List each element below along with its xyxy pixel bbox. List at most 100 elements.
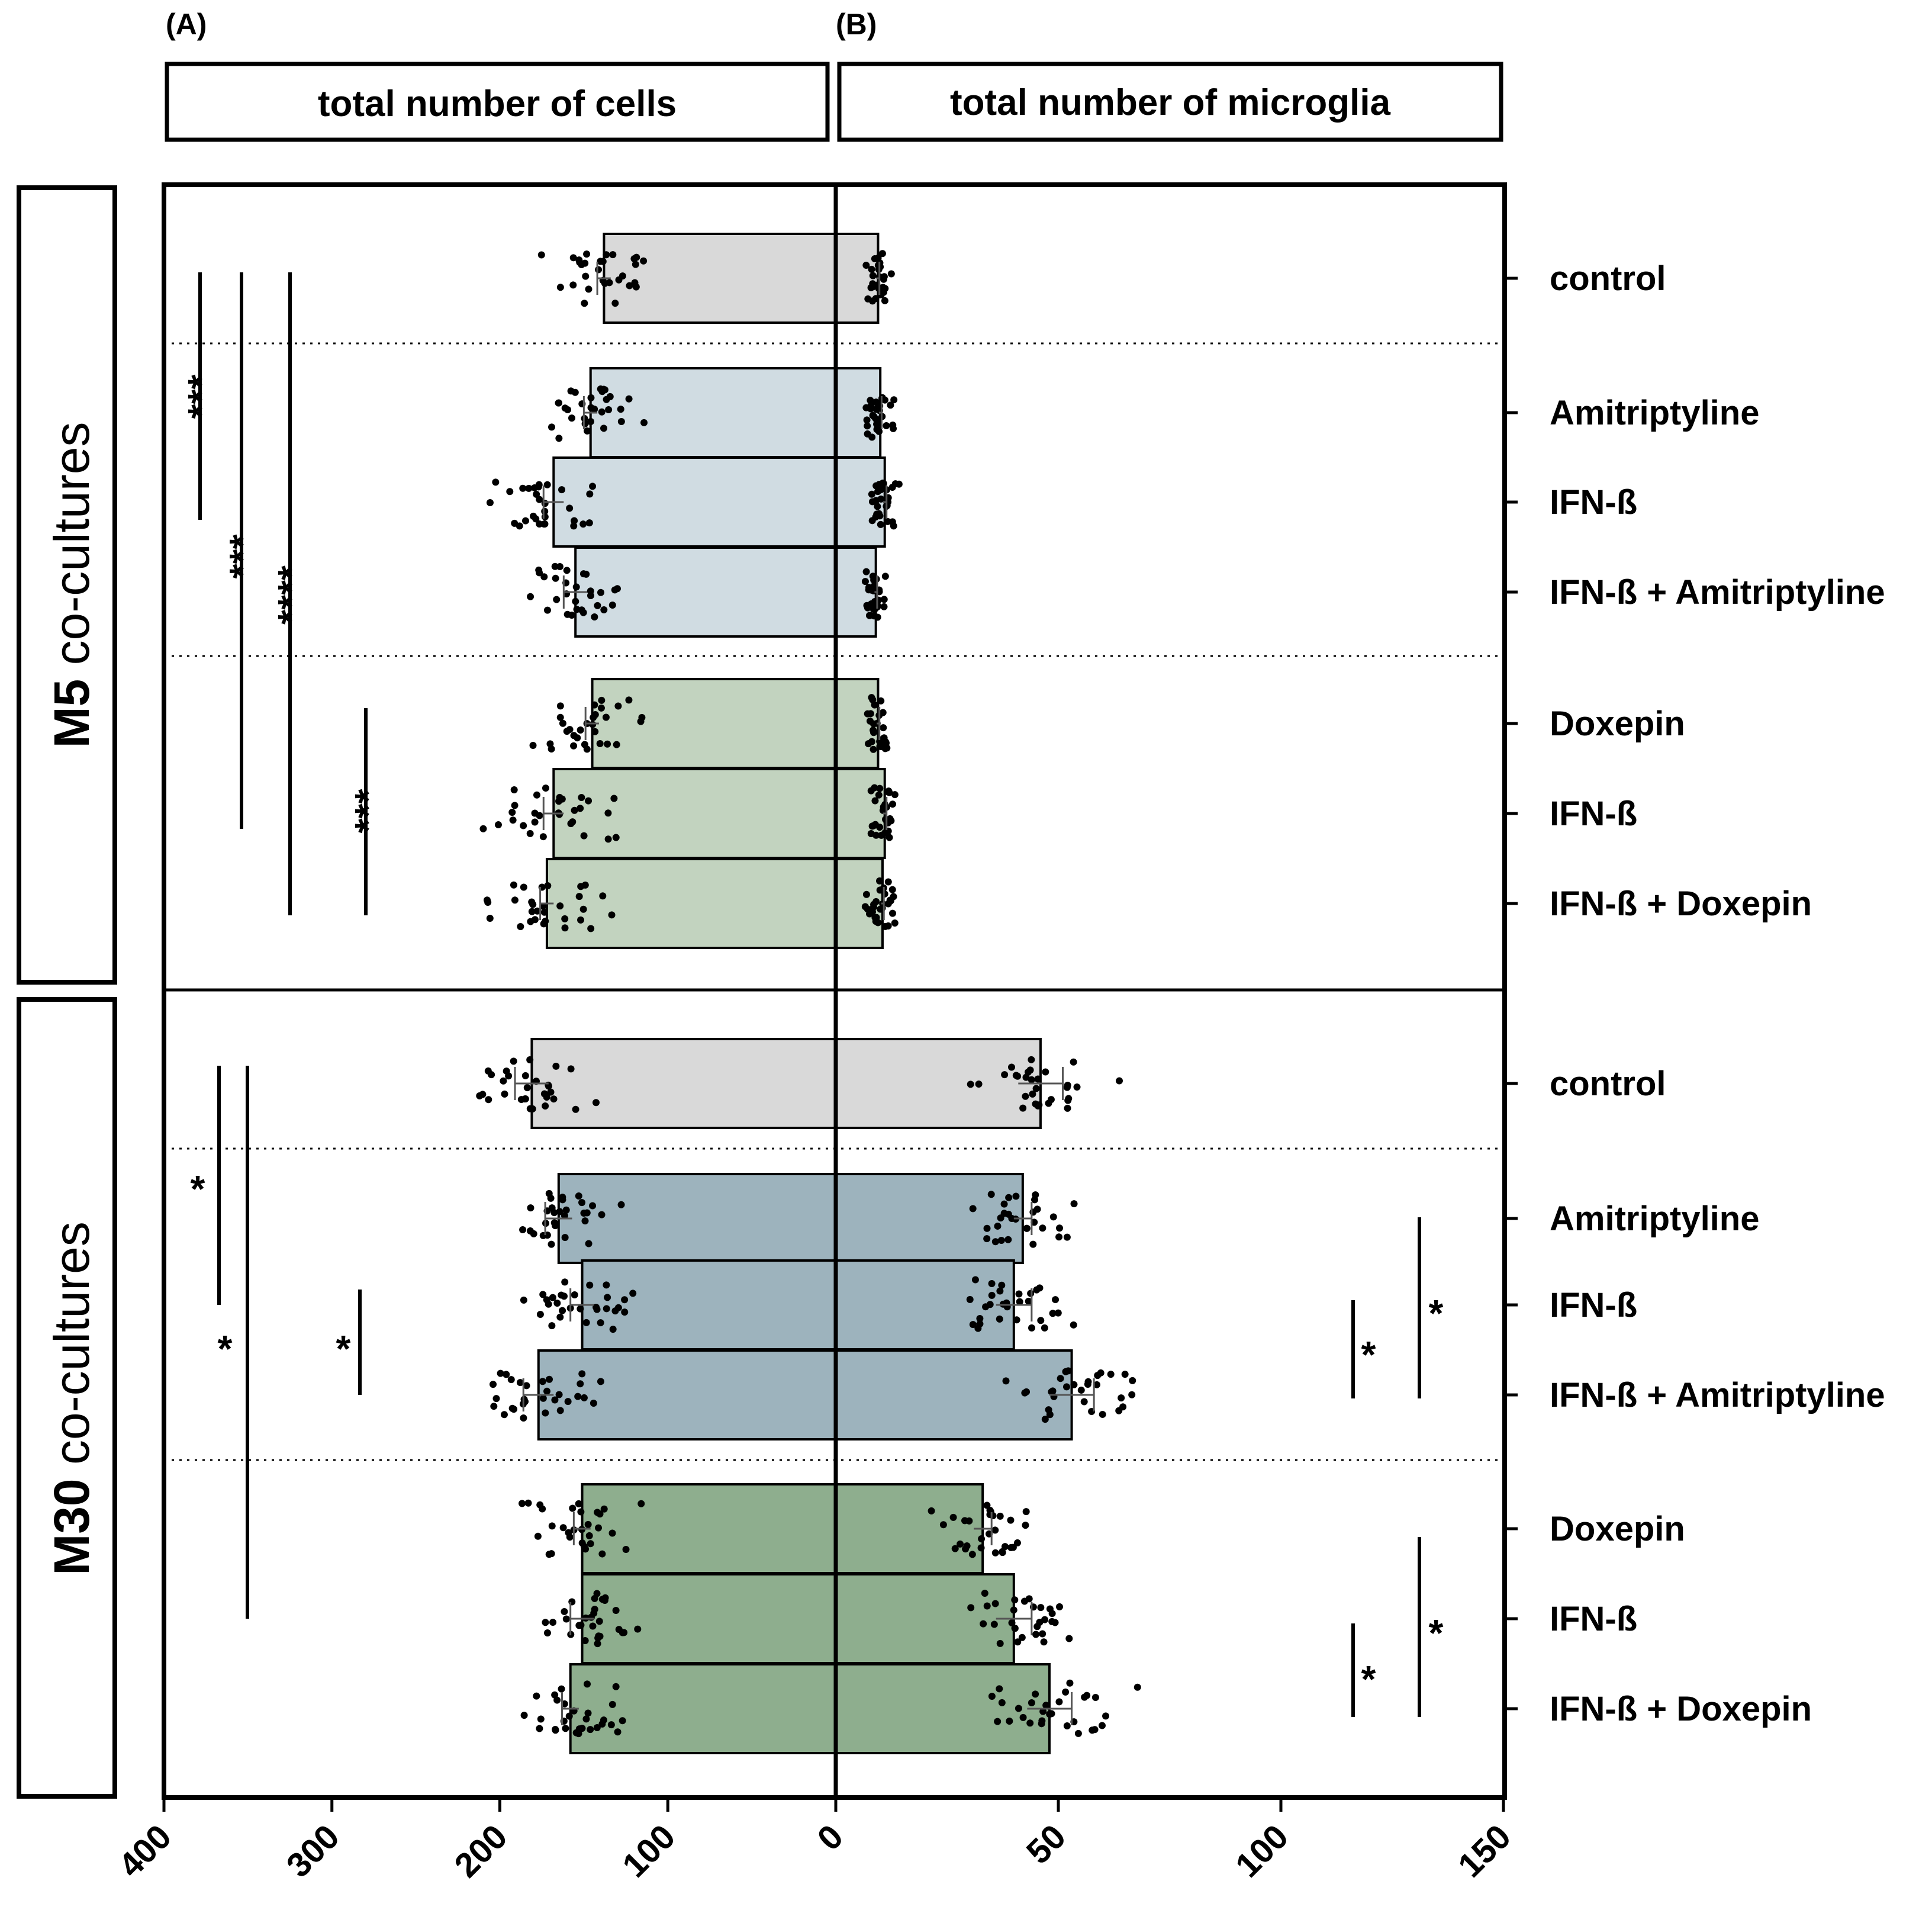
- dot-cells-m5-6-26: [540, 920, 548, 928]
- dot-microglia-m5-2-3: [877, 520, 884, 528]
- dot-microglia-m5-0-0: [869, 272, 877, 279]
- dot-cells-m5-4-26: [566, 726, 574, 734]
- dot-microglia-m30-1-17: [1004, 1210, 1012, 1218]
- dot-cells-m30-6-4: [587, 1726, 594, 1734]
- group-label-m30-bold: M30: [44, 1478, 99, 1575]
- dot-cells-m30-5-19: [575, 1622, 583, 1629]
- dot-microglia-m5-2-11: [874, 488, 882, 496]
- dot-microglia-m30-0-14: [1012, 1072, 1020, 1079]
- dot-cells-m5-2-21: [519, 484, 527, 492]
- dot-cells-m30-2-4: [577, 1305, 584, 1313]
- dot-microglia-m5-4-1: [877, 697, 885, 705]
- bar-cells-m5-4: [591, 678, 837, 769]
- dot-cells-m5-5-9: [531, 818, 539, 826]
- category-label-m30-0: control: [1550, 1065, 1666, 1103]
- dot-microglia-m30-6-11: [996, 1685, 1003, 1693]
- category-label-m30-1: Amitriptyline: [1550, 1200, 1760, 1238]
- dot-microglia-m30-6-20: [1046, 1710, 1054, 1718]
- dot-cells-m30-3-28: [508, 1404, 516, 1412]
- dot-cells-m30-2-26: [556, 1313, 564, 1321]
- dot-cells-m5-6-14: [581, 881, 589, 889]
- dot-microglia-m5-2-29: [875, 481, 883, 488]
- dot-microglia-m30-1-11: [1004, 1236, 1012, 1243]
- dot-cells-m30-6-18: [582, 1715, 590, 1723]
- dot-cells-m30-3-11: [539, 1378, 546, 1385]
- dot-cells-m5-2-15: [585, 519, 593, 527]
- dot-microglia-m5-3-25: [865, 584, 872, 591]
- dot-cells-m5-3-11: [573, 606, 581, 613]
- dot-cells-m30-0-1: [523, 1084, 531, 1092]
- dot-microglia-m5-0-28: [867, 284, 875, 291]
- dot-cells-m5-1-9: [587, 394, 595, 401]
- dot-cells-m5-4-18: [604, 740, 611, 748]
- dot-microglia-m30-2-27: [996, 1315, 1003, 1323]
- dot-microglia-m5-3-12: [862, 568, 870, 575]
- dot-cells-m30-6-17: [565, 1712, 573, 1720]
- dot-cells-m30-6-19: [551, 1691, 559, 1699]
- dot-cells-m5-2-5: [579, 520, 587, 528]
- dot-cells-m5-4-28: [529, 741, 537, 749]
- dot-microglia-m30-1-16: [1012, 1192, 1020, 1200]
- dot-cells-m30-0-24: [542, 1102, 549, 1110]
- dot-cells-m30-1-10: [547, 1194, 555, 1202]
- sig-label-0-2: ****: [270, 565, 313, 625]
- dot-cells-m30-1-4: [550, 1219, 558, 1227]
- dot-cells-m30-1-24: [550, 1209, 558, 1217]
- dot-microglia-m30-1-5: [997, 1237, 1005, 1245]
- dot-cells-m5-5-27: [479, 825, 487, 832]
- dot-microglia-m30-3-17: [1097, 1369, 1105, 1377]
- dot-microglia-m5-2-22: [875, 510, 883, 517]
- dot-cells-m5-1-23: [548, 423, 556, 431]
- dot-cells-m30-5-13: [562, 1615, 570, 1623]
- dot-microglia-m30-6-25: [1081, 1693, 1089, 1701]
- dot-cells-m5-0-23: [626, 282, 633, 290]
- dot-cells-m5-5-17: [494, 821, 502, 829]
- dot-cells-m5-6-21: [484, 899, 492, 906]
- dot-cells-m5-5-13: [542, 784, 549, 792]
- group-label-m5-suffix: co-cultures: [44, 422, 99, 679]
- dot-microglia-m30-0-3: [1001, 1071, 1009, 1079]
- dot-microglia-m30-4-26: [1013, 1539, 1021, 1546]
- dot-cells-m5-2-24: [521, 517, 529, 525]
- dot-cells-m5-6-24: [579, 905, 587, 913]
- dot-microglia-m30-6-1: [998, 1699, 1006, 1706]
- bar-microglia-m30-5: [835, 1573, 1015, 1664]
- dot-cells-m5-1-4: [568, 414, 575, 422]
- dot-microglia-m30-2-13: [1049, 1310, 1057, 1317]
- dot-cells-m5-4-0: [625, 696, 633, 704]
- dot-microglia-m5-6-20: [884, 922, 892, 930]
- dot-cells-m30-5-8: [590, 1609, 598, 1617]
- dot-microglia-m5-1-16: [890, 425, 897, 432]
- dot-cells-m30-5-12: [589, 1622, 597, 1630]
- dot-cells-m5-4-21: [596, 739, 604, 747]
- dot-cells-m30-4-18: [575, 1500, 582, 1507]
- dot-cells-m5-0-8: [537, 251, 545, 259]
- dot-microglia-m5-5-24: [891, 791, 899, 799]
- group-label-m30: M30 co-cultures: [44, 1221, 99, 1575]
- dot-microglia-m30-5-5: [967, 1604, 975, 1612]
- dot-cells-m30-0-2: [592, 1099, 600, 1107]
- dot-cells-m30-2-25: [543, 1296, 550, 1304]
- dot-cells-m30-6-9: [607, 1721, 615, 1729]
- dot-microglia-m30-6-5: [1098, 1722, 1106, 1729]
- dot-cells-m30-0-25: [567, 1065, 575, 1073]
- dot-cells-m30-3-8: [507, 1376, 515, 1384]
- dot-microglia-m5-4-19: [870, 745, 877, 753]
- category-label-m5-0: control: [1550, 259, 1666, 298]
- bar-cells-m5-5: [552, 768, 837, 859]
- dot-microglia-m30-1-20: [969, 1205, 977, 1213]
- dot-microglia-m5-6-23: [876, 877, 884, 885]
- dot-microglia-m30-5-23: [983, 1602, 991, 1610]
- sig-label-1-2: *: [336, 1327, 351, 1370]
- dot-cells-m30-4-10: [608, 1529, 616, 1537]
- dot-microglia-m30-2-16: [996, 1287, 1004, 1295]
- dot-cells-m5-4-4: [614, 702, 622, 710]
- dot-cells-m5-4-7: [598, 696, 606, 704]
- dot-cells-m5-3-23: [591, 613, 598, 621]
- dot-microglia-m30-6-24: [1089, 1726, 1096, 1734]
- dot-microglia-m30-4-14: [951, 1545, 959, 1552]
- dot-cells-m5-3-10: [600, 606, 608, 614]
- dot-cells-m30-3-10: [556, 1407, 564, 1414]
- dot-cells-m5-2-2: [486, 499, 494, 506]
- dot-cells-m5-3-21: [543, 606, 551, 614]
